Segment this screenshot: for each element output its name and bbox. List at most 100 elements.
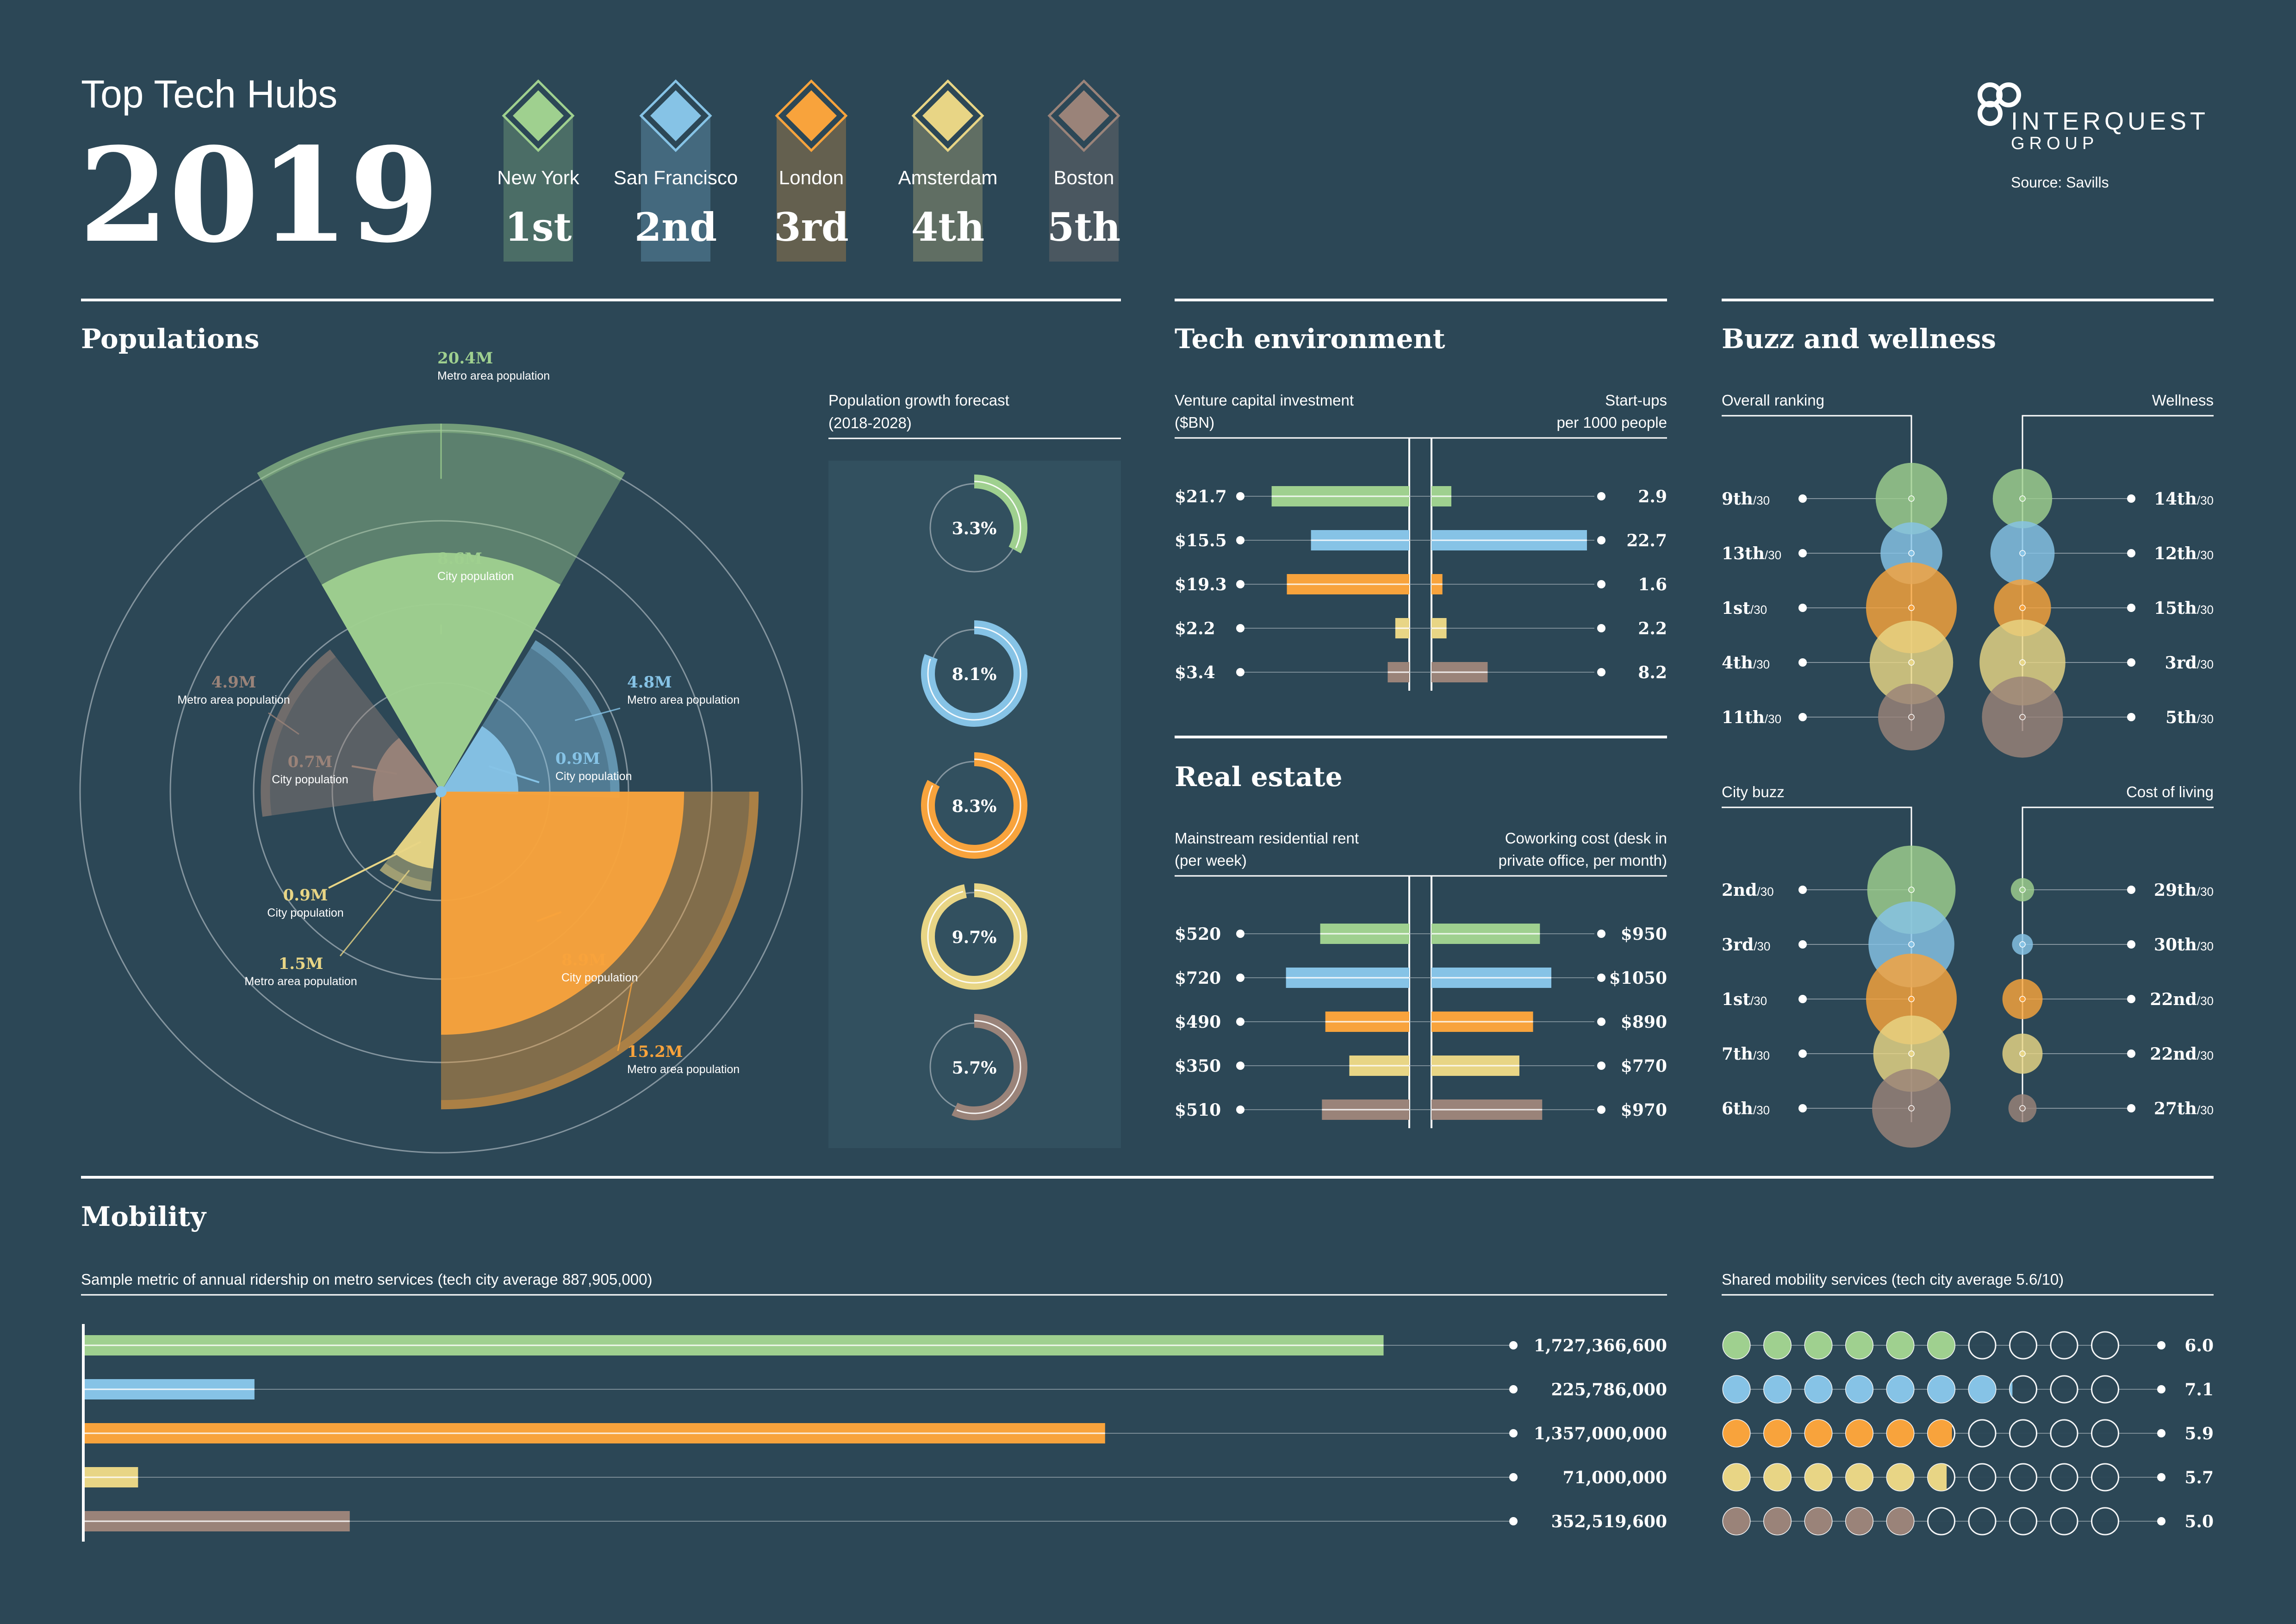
rank-label: 3rd/30 <box>2165 653 2214 673</box>
mobility-value-label: 5.9 <box>2184 1424 2214 1443</box>
leader-line <box>536 911 562 922</box>
metro-population-label: Metro area population <box>177 693 290 706</box>
legend-item-london: London 3rd <box>774 79 849 262</box>
city-population-value: 0.7M <box>288 753 333 771</box>
legend-city-name: Boston <box>1054 167 1114 188</box>
rank-bubble-center <box>2019 1105 2026 1112</box>
ridership-dot <box>1509 1429 1518 1437</box>
metro-population-value: 15.2M <box>627 1043 683 1061</box>
legend-rank: 5th <box>1047 204 1120 250</box>
rank-bubble-center <box>1908 659 1915 666</box>
rank-label: 15th/30 <box>2154 599 2214 618</box>
growth-panel <box>828 461 1121 1148</box>
metro-population-label: Metro area population <box>244 975 357 988</box>
city-population-label: City population <box>561 971 638 984</box>
metro-population-value: 1.5M <box>279 955 324 973</box>
ridership-value-label: 1,727,366,600 <box>1534 1336 1667 1355</box>
rank-label: 27th/30 <box>2154 1099 2214 1118</box>
rank-dot <box>2127 886 2135 894</box>
rank-dot <box>2127 713 2135 721</box>
rank-bubble-center <box>2019 714 2026 720</box>
growth-title: Population growth forecast <box>828 392 1009 409</box>
right-value-label: $890 <box>1621 1012 1667 1032</box>
left-value-label: $3.4 <box>1175 663 1215 682</box>
rank-panel-title: Wellness <box>2152 392 2214 409</box>
growth-ring-highlight <box>927 626 1021 721</box>
mobility-score-fill <box>1887 1464 1914 1491</box>
rank-dot <box>2127 1104 2135 1112</box>
mobility-score-circle <box>2009 1463 2037 1492</box>
rank-label: 7th/30 <box>1722 1044 1770 1064</box>
city-population-wedge <box>321 552 561 792</box>
rank-dot <box>1798 1049 1807 1058</box>
row-dot <box>1236 1062 1244 1070</box>
mobility-score-circle <box>2009 1375 2037 1404</box>
rank-bubble-center <box>1908 996 1915 1002</box>
left-value-label: $19.3 <box>1175 575 1227 594</box>
logo-name: INTERQUEST <box>2011 107 2209 135</box>
mobility-score-fill <box>1887 1376 1914 1403</box>
rank-label: 11th/30 <box>1722 708 1781 727</box>
mobility-score-partial <box>2010 1381 2013 1398</box>
row-dot <box>1597 1018 1605 1026</box>
mobility-score-fill <box>1764 1508 1791 1535</box>
left-value-label: $490 <box>1175 1012 1221 1032</box>
mobility-score-circle <box>2091 1419 2119 1448</box>
rank-label: 5th/30 <box>2165 708 2214 727</box>
metro-population-label: Metro area population <box>627 693 740 706</box>
rank-dot <box>2127 1049 2135 1058</box>
metro-population-value: 4.8M <box>627 673 672 692</box>
ridership-dot <box>1509 1341 1518 1349</box>
polar-center <box>436 786 447 797</box>
mobility-score-circle <box>2091 1331 2119 1360</box>
rank-bubble-center <box>2019 996 2026 1002</box>
rank-bubble-center <box>2019 887 2026 893</box>
row-dot <box>1236 668 1244 676</box>
rank-dot <box>1798 995 1807 1003</box>
rank-bubble-center <box>1908 550 1915 556</box>
rank-dot <box>1798 713 1807 721</box>
rank-dot <box>1798 1104 1807 1112</box>
metro-population-rim <box>380 863 432 891</box>
mobility-score-fill <box>1805 1464 1832 1491</box>
legend-diamond <box>922 90 973 141</box>
mobility-score-fill <box>1887 1332 1914 1359</box>
real-estate-chart: Mainstream residential rent (per week) Cow… <box>1175 830 1667 1128</box>
legend-item-new-york: New York 1st <box>497 79 580 262</box>
growth-value-label: 8.1% <box>952 665 997 684</box>
left-value-label: $21.7 <box>1175 487 1227 506</box>
rank-label: 3rd/30 <box>1722 935 1770 955</box>
growth-forecast-chart: Population growth forecast (2018-2028) 3.3… <box>828 392 1121 1148</box>
mobility-score-fill <box>1805 1420 1832 1447</box>
rank-dot <box>1798 494 1807 503</box>
legend-rank: 1st <box>505 204 572 250</box>
mobility-score-fill <box>1887 1508 1914 1535</box>
rank-label: 30th/30 <box>2154 935 2214 955</box>
legend-city-name: New York <box>497 167 579 188</box>
left-value-label: $720 <box>1175 968 1221 988</box>
growth-ring-highlight <box>956 1020 1021 1114</box>
rank-label: 2nd/30 <box>1722 881 1774 900</box>
mobility-score-circle <box>2050 1375 2078 1404</box>
mobility-score-fill <box>1723 1464 1750 1491</box>
city-population-label: City population <box>555 770 632 783</box>
left-value-label: $350 <box>1175 1056 1221 1076</box>
city-population-label: City population <box>267 906 343 919</box>
mobility-score-fill <box>1805 1508 1832 1535</box>
rank-dot <box>1798 940 1807 949</box>
left-value-label: $2.2 <box>1175 619 1215 638</box>
row-dot <box>1236 930 1244 938</box>
legend-rank: 2nd <box>635 204 717 250</box>
rank-label: 4th/30 <box>1722 653 1770 673</box>
right-value-label: $950 <box>1621 924 1667 944</box>
leader-line <box>328 841 422 889</box>
right-metric-subtitle: per 1000 people <box>1556 414 1667 431</box>
mobility-score-circle <box>1927 1507 1955 1536</box>
legend-diamond <box>650 90 701 141</box>
metro-population-value: 20.4M <box>437 349 493 368</box>
legend-city-name: London <box>779 167 844 188</box>
mobility-score-circle <box>2050 1331 2078 1360</box>
rank-dot <box>2127 549 2135 557</box>
row-dot <box>1236 1106 1244 1114</box>
rank-dot <box>1798 549 1807 557</box>
